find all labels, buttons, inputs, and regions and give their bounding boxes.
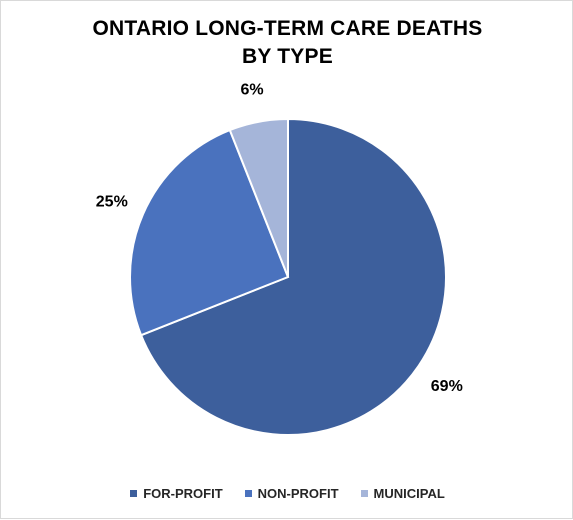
legend-item-municipal: MUNICIPAL (360, 486, 445, 501)
pie-slice-municipal (228, 117, 289, 278)
pie-slice-for-profit (139, 117, 447, 436)
pie-slice-non-profit (129, 128, 290, 337)
legend: FOR-PROFIT NON-PROFIT MUNICIPAL (1, 486, 573, 501)
legend-item-non-profit: NON-PROFIT (244, 486, 339, 501)
legend-swatch (130, 490, 138, 497)
chart-title: ONTARIO LONG-TERM CARE DEATHS BY TYPE (92, 17, 483, 68)
data-label-municipal: 6% (240, 81, 263, 98)
data-label-for-profit: 69% (431, 378, 463, 395)
legend-label: NON-PROFIT (257, 486, 339, 501)
legend-swatch (360, 490, 368, 497)
legend-item-for-profit: FOR-PROFIT (130, 486, 223, 501)
legend-swatch (244, 490, 252, 497)
data-label-non-profit: 25% (96, 194, 128, 211)
legend-label: MUNICIPAL (373, 486, 445, 501)
legend-label: FOR-PROFIT (143, 486, 223, 501)
